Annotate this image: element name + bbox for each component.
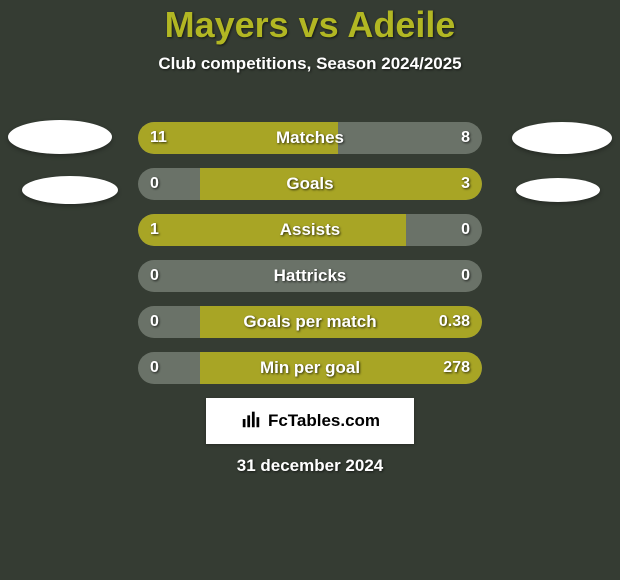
stat-value-right: 8 (461, 122, 470, 154)
stat-label: Hattricks (138, 260, 482, 292)
team-badge-left-secondary (22, 176, 118, 204)
footer-date: 31 december 2024 (0, 456, 620, 476)
stat-label: Min per goal (138, 352, 482, 384)
stat-label: Goals (138, 168, 482, 200)
stat-value-right: 0.38 (439, 306, 470, 338)
stat-value-left: 0 (150, 306, 159, 338)
stat-row: Min per goal0 278 (138, 352, 482, 384)
comparison-infographic: Mayers vs Adeile Club competitions, Seas… (0, 0, 620, 580)
stat-value-left: 0 (150, 352, 159, 384)
team-badge-right-secondary (516, 178, 600, 202)
chart-icon (240, 408, 262, 435)
stat-row: Assists1 0 (138, 214, 482, 246)
stat-value-right: 0 (461, 260, 470, 292)
stat-value-right: 3 (461, 168, 470, 200)
stat-row: Matches11 8 (138, 122, 482, 154)
stat-row: Hattricks0 0 (138, 260, 482, 292)
stat-label: Goals per match (138, 306, 482, 338)
stat-row: Goals per match0 0.38 (138, 306, 482, 338)
brand-text: FcTables.com (268, 411, 380, 431)
team-badge-left-primary (8, 120, 112, 154)
stat-value-left: 11 (150, 122, 167, 154)
page-title: Mayers vs Adeile (0, 0, 620, 46)
brand-badge: FcTables.com (206, 398, 414, 444)
stat-value-right: 0 (461, 214, 470, 246)
stat-value-right: 278 (443, 352, 470, 384)
stat-row: Goals0 3 (138, 168, 482, 200)
stat-value-left: 0 (150, 168, 159, 200)
stat-bars-container: Matches118Goals03Assists10Hattricks00Goa… (138, 122, 482, 398)
stat-value-left: 1 (150, 214, 159, 246)
team-badge-right-primary (512, 122, 612, 154)
stat-label: Assists (138, 214, 482, 246)
stat-label: Matches (138, 122, 482, 154)
subtitle: Club competitions, Season 2024/2025 (0, 54, 620, 74)
stat-value-left: 0 (150, 260, 159, 292)
